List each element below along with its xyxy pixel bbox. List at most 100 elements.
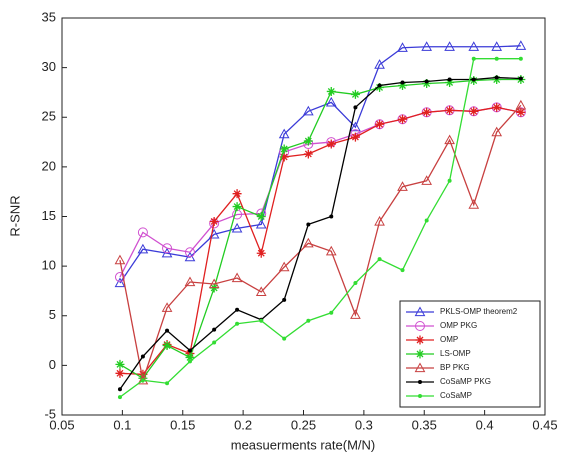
legend-label: OMP PKG xyxy=(440,321,477,330)
legend-marker xyxy=(415,321,425,331)
marker xyxy=(137,243,149,254)
marker xyxy=(115,359,125,369)
y-tick-label: 30 xyxy=(42,59,56,74)
legend-label: OMP xyxy=(440,335,458,344)
marker xyxy=(518,56,523,61)
marker xyxy=(232,189,242,199)
marker xyxy=(325,96,337,107)
marker xyxy=(114,272,125,283)
marker xyxy=(494,56,499,61)
marker xyxy=(516,107,526,117)
x-tick-label: 0.15 xyxy=(170,417,195,432)
marker xyxy=(350,132,360,142)
y-tick-label: 15 xyxy=(42,208,56,223)
marker xyxy=(279,144,289,154)
marker xyxy=(350,309,361,319)
y-tick-label: 0 xyxy=(49,357,56,372)
marker xyxy=(115,368,125,378)
marker xyxy=(329,310,334,315)
marker xyxy=(326,86,336,96)
marker xyxy=(398,80,408,90)
series-line xyxy=(119,104,522,383)
marker xyxy=(231,222,243,233)
legend-marker xyxy=(418,380,422,384)
marker xyxy=(375,119,385,129)
marker xyxy=(445,105,455,115)
series-line xyxy=(119,45,521,284)
marker xyxy=(212,327,217,332)
x-axis-label: measuerments rate(M/N) xyxy=(231,437,375,452)
marker xyxy=(187,359,192,364)
y-tick-label: -5 xyxy=(44,406,56,421)
marker xyxy=(397,42,408,52)
marker xyxy=(255,286,267,297)
marker xyxy=(117,395,122,400)
marker xyxy=(208,278,220,289)
marker xyxy=(256,212,266,221)
marker xyxy=(518,76,523,81)
x-tick-label: 0.3 xyxy=(355,417,373,432)
marker xyxy=(282,297,287,302)
marker xyxy=(374,59,385,69)
marker xyxy=(515,99,527,110)
marker xyxy=(377,257,382,262)
x-tick-label: 0.05 xyxy=(49,417,74,432)
marker xyxy=(353,105,358,110)
marker xyxy=(468,41,480,51)
marker xyxy=(306,222,311,227)
marker xyxy=(492,102,502,112)
legend-label: CoSaMP PKG xyxy=(440,377,491,386)
x-tick-label: 0.4 xyxy=(476,417,494,432)
marker xyxy=(494,75,499,80)
x-tick-label: 0.45 xyxy=(532,417,557,432)
marker xyxy=(137,374,149,385)
marker xyxy=(326,139,336,149)
marker xyxy=(469,106,479,116)
marker xyxy=(209,216,219,226)
marker xyxy=(421,41,433,51)
marker xyxy=(350,121,361,132)
legend: PKLS-OMP theorem2 OMP PKG OMP LS-OMP BP PKG C… xyxy=(399,300,541,408)
marker xyxy=(140,378,145,383)
marker xyxy=(398,114,408,124)
marker xyxy=(114,277,126,288)
marker xyxy=(235,321,240,326)
marker xyxy=(256,248,266,258)
legend-marker xyxy=(415,335,425,345)
marker xyxy=(232,202,242,212)
marker xyxy=(302,105,314,116)
marker xyxy=(400,80,405,85)
marker xyxy=(231,272,243,283)
marker xyxy=(117,387,122,392)
marker xyxy=(184,276,196,287)
y-tick-label: 10 xyxy=(42,258,56,273)
marker xyxy=(445,78,455,88)
marker xyxy=(185,352,195,362)
x-tick-label: 0.2 xyxy=(234,417,252,432)
marker xyxy=(282,336,287,341)
legend-marker xyxy=(414,362,426,373)
marker xyxy=(259,318,264,323)
marker xyxy=(424,218,429,223)
marker xyxy=(184,251,196,262)
y-tick-label: 25 xyxy=(42,109,56,124)
y-axis-label: R-SNR xyxy=(7,195,22,236)
marker xyxy=(491,41,503,51)
marker xyxy=(212,340,217,345)
legend-label: LS-OMP xyxy=(440,349,471,358)
marker xyxy=(400,268,405,273)
legend-marker xyxy=(414,306,426,317)
marker xyxy=(255,218,267,229)
marker xyxy=(471,77,476,82)
marker xyxy=(302,237,314,248)
marker xyxy=(114,254,126,265)
marker xyxy=(422,107,432,117)
legend-label: BP PKG xyxy=(440,363,470,372)
marker xyxy=(279,152,289,162)
series-line xyxy=(119,76,521,390)
legend-label: PKLS-OMP theorem2 xyxy=(440,307,518,316)
marker xyxy=(184,247,195,258)
marker xyxy=(515,40,527,50)
marker xyxy=(165,381,170,386)
